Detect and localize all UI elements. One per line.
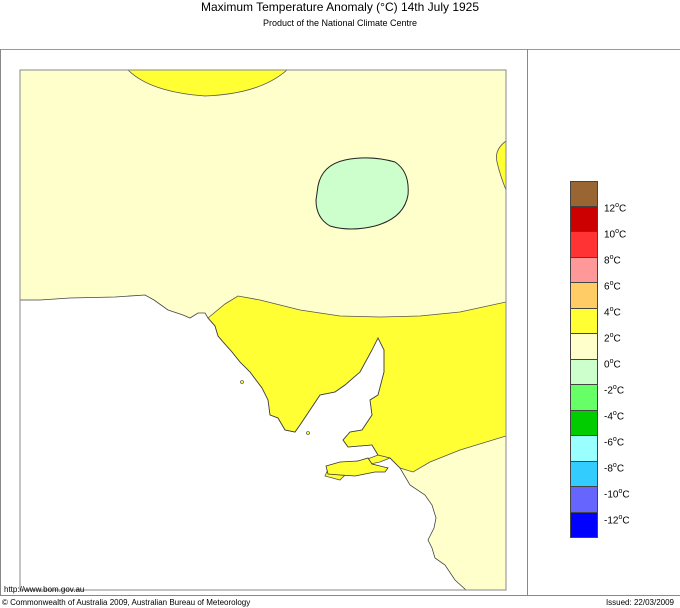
legend-label: -8oC: [604, 462, 625, 475]
source-url[interactable]: http://www.bom.gov.au: [4, 585, 85, 594]
map-subtitle: Product of the National Climate Centre: [262, 18, 418, 28]
legend-label: 8oC: [604, 254, 621, 267]
coastline: [20, 294, 467, 590]
small-island: [306, 431, 310, 435]
anomaly-zone-2-to-4-east: [496, 140, 506, 191]
legend-label: -2oC: [604, 384, 625, 397]
legend-label: -6oC: [604, 436, 625, 449]
legend-swatch: [570, 487, 598, 513]
frame-left-border: [0, 49, 1, 596]
legend-label: -4oC: [604, 410, 625, 423]
legend-swatch: [570, 410, 598, 436]
copyright-notice: © Commonwealth of Australia 2009, Austra…: [2, 598, 251, 607]
map-title: Maximum Temperature Anomaly (°C) 14th Ju…: [200, 0, 480, 14]
legend-swatch: [570, 283, 598, 309]
legend-swatch: [570, 436, 598, 462]
frame-divider: [527, 49, 528, 596]
legend-swatch: [570, 461, 598, 487]
legend-label: 10oC: [604, 228, 627, 241]
anomaly-zone-2-to-4-north: [127, 70, 288, 97]
anomaly-zone-minus2-to-0: [315, 157, 409, 230]
legend-label: 12oC: [604, 202, 627, 215]
legend-swatch: [570, 181, 598, 207]
legend-label: 6oC: [604, 280, 621, 293]
legend-label: 0oC: [604, 358, 621, 371]
legend-swatch: [570, 308, 598, 334]
legend-swatch: [570, 232, 598, 258]
legend-label: 2oC: [604, 332, 621, 345]
legend-swatch: [570, 385, 598, 411]
legend-swatch: [570, 206, 598, 232]
legend-swatch: [570, 359, 598, 385]
color-legend: 12oC 10oC 8oC 6oC 4oC 2oC 0oC -2oC -4oC …: [570, 181, 630, 538]
legend-swatch: [570, 512, 598, 538]
legend-swatch: [570, 334, 598, 360]
legend-label: -12oC: [604, 514, 630, 527]
map-frame: [0, 49, 680, 596]
legend-swatch: [570, 257, 598, 283]
kangaroo-island: [325, 457, 389, 477]
legend-label: 4oC: [604, 306, 621, 319]
legend-label: -10oC: [604, 488, 630, 501]
small-island: [240, 380, 244, 384]
issued-date: Issued: 22/03/2009: [605, 598, 674, 607]
map-border: [19, 69, 507, 591]
